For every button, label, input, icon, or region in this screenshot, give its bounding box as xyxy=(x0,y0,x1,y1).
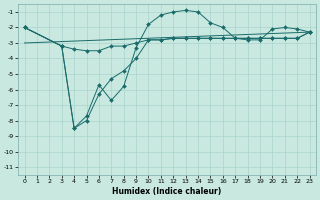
X-axis label: Humidex (Indice chaleur): Humidex (Indice chaleur) xyxy=(112,187,222,196)
